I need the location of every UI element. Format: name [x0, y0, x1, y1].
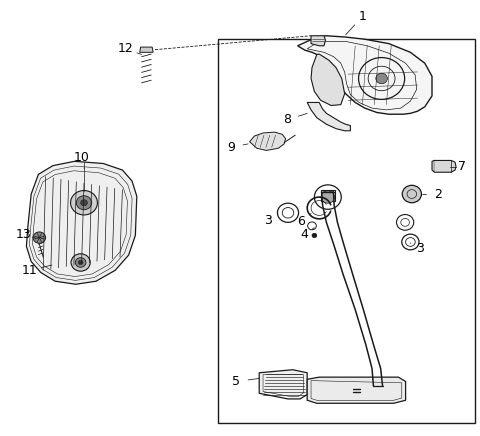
Polygon shape	[259, 370, 307, 399]
Polygon shape	[298, 36, 432, 114]
Text: 3: 3	[264, 214, 272, 227]
Circle shape	[71, 191, 97, 215]
Polygon shape	[26, 161, 137, 284]
Circle shape	[76, 196, 92, 210]
Bar	[218, 39, 475, 423]
Text: 6: 6	[298, 215, 305, 228]
Circle shape	[33, 232, 46, 243]
Polygon shape	[307, 377, 406, 403]
Text: 4: 4	[301, 228, 309, 241]
Text: 11: 11	[22, 264, 37, 277]
Circle shape	[321, 191, 335, 203]
Circle shape	[75, 258, 86, 267]
Text: 1: 1	[359, 10, 366, 23]
Text: 7: 7	[458, 160, 466, 173]
Polygon shape	[311, 54, 345, 106]
Text: 13: 13	[16, 228, 32, 241]
Text: 9: 9	[228, 141, 235, 154]
Polygon shape	[250, 132, 286, 150]
Circle shape	[376, 73, 387, 84]
Text: 3: 3	[417, 242, 424, 255]
Text: 8: 8	[283, 113, 291, 126]
Circle shape	[71, 254, 90, 271]
Polygon shape	[311, 36, 325, 46]
Polygon shape	[432, 160, 456, 172]
Circle shape	[312, 233, 317, 238]
Polygon shape	[307, 102, 350, 131]
Text: 12: 12	[118, 42, 133, 55]
Circle shape	[78, 260, 83, 265]
Text: 10: 10	[73, 151, 90, 164]
Polygon shape	[140, 47, 153, 52]
Text: 5: 5	[232, 375, 240, 388]
Circle shape	[81, 200, 87, 206]
Circle shape	[402, 185, 421, 203]
Text: 2: 2	[434, 187, 442, 201]
